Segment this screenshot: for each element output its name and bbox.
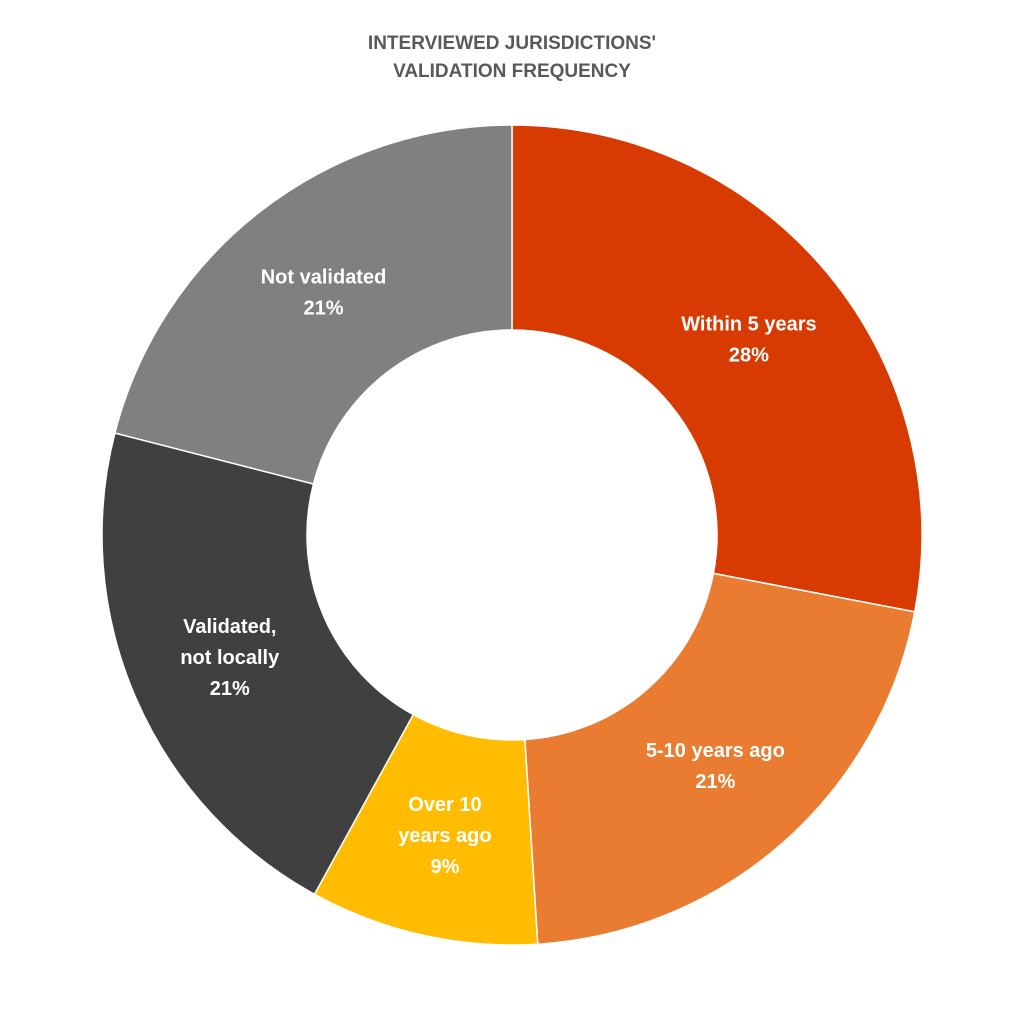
slice-label-0: Within 5 years 28%: [681, 313, 816, 366]
slice-value-label: 21%: [210, 678, 250, 700]
donut-slice-1: [524, 572, 916, 945]
chart-title-line-2: VALIDATION FREQUENCY: [393, 61, 631, 82]
slice-label-line: years ago: [398, 825, 491, 847]
slice-value-label: 21%: [304, 298, 344, 320]
slice-label-line: Within 5 years: [681, 313, 816, 335]
slice-label-line: Validated,: [183, 616, 276, 638]
chart-title-line-1: INTERVIEWED JURISDICTIONS': [367, 33, 657, 54]
slice-label-line: Not validated: [261, 267, 387, 289]
labels-layer: Within 5 years 28% 5-10 years ago 21% Over 1…: [180, 267, 816, 879]
donut-slice-4: [113, 124, 513, 485]
slice-label-4: Not validated 21%: [261, 267, 387, 320]
slice-value-label: 28%: [729, 344, 769, 366]
slice-label-line: not locally: [180, 647, 280, 669]
slice-label-line: Over 10: [408, 794, 481, 816]
slice-value-label: 21%: [695, 771, 735, 793]
chart-title: INTERVIEWED JURISDICTIONS' VALIDATION FR…: [0, 30, 1024, 86]
donut-slice-3: [101, 432, 415, 896]
slice-label-3: Validated, not locally 21%: [180, 616, 280, 700]
slices-layer: [101, 124, 923, 946]
slice-label-1: 5-10 years ago 21%: [646, 740, 785, 793]
slice-value-label: 9%: [430, 856, 459, 878]
slice-label-2: Over 10 years ago 9%: [398, 794, 491, 878]
slice-label-line: 5-10 years ago: [646, 740, 785, 762]
donut-slice-0: [511, 124, 923, 613]
